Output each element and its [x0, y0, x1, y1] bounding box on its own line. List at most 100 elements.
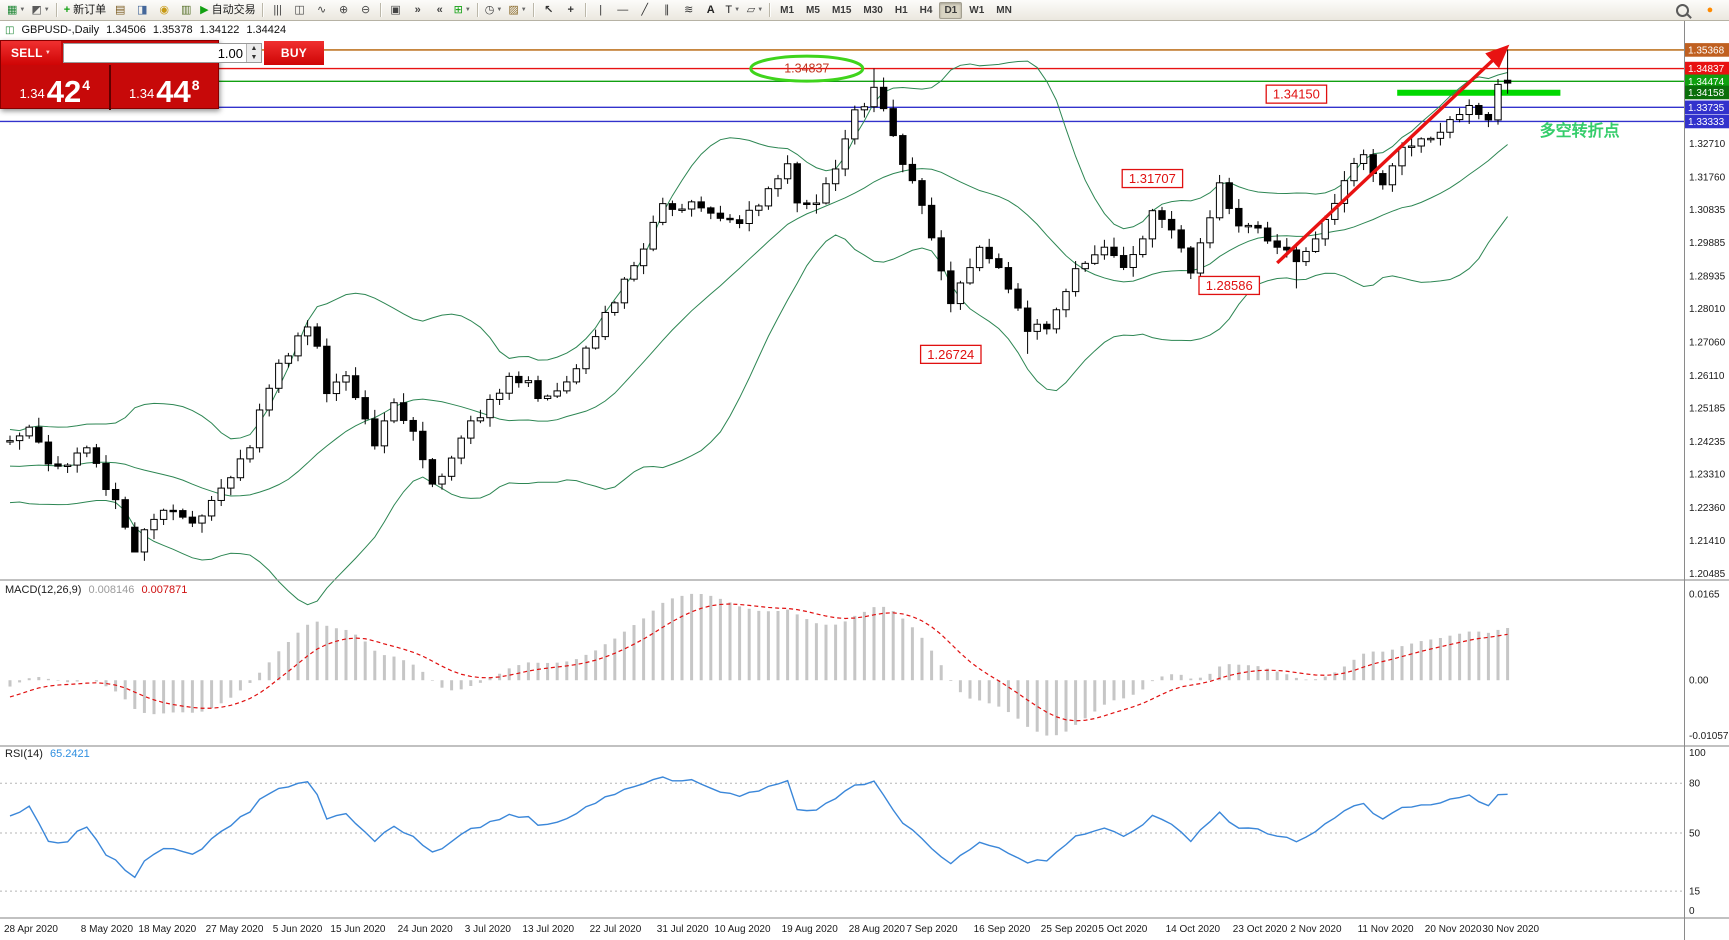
svg-text:28 Aug 2020: 28 Aug 2020: [849, 924, 906, 935]
zoom-out-button[interactable]: ⊖: [356, 2, 376, 19]
price-label-box[interactable]: [1121, 168, 1184, 189]
svg-text:0.0165: 0.0165: [1689, 589, 1720, 600]
highlight-ellipse[interactable]: [749, 54, 865, 83]
auto-scroll-button[interactable]: »: [408, 2, 428, 19]
search-button[interactable]: [1672, 2, 1692, 19]
chart-profiles-button[interactable]: ◩ ▼: [29, 2, 51, 19]
notifications-icon: ●: [1706, 3, 1714, 16]
market-watch-button[interactable]: ▤: [110, 2, 130, 19]
line-chart-type-icon: ∿: [317, 3, 327, 16]
shapes-tool-button[interactable]: ▱ ▼: [745, 2, 765, 19]
timeframe-m1-button[interactable]: M1: [780, 4, 795, 16]
vertical-line-tool-button[interactable]: |: [591, 2, 611, 19]
svg-text:1.28935: 1.28935: [1689, 272, 1726, 283]
candlestick-chart-type-button[interactable]: ◫: [290, 2, 310, 19]
line-chart-type-button[interactable]: ∿: [312, 2, 332, 19]
buy-price-display[interactable]: 1.34 44 8: [111, 65, 219, 110]
horizontal-line-tool-button[interactable]: —: [613, 2, 633, 19]
svg-text:19 Aug 2020: 19 Aug 2020: [782, 924, 839, 935]
trendline-tool-button[interactable]: ╱: [635, 2, 655, 19]
volume-decrease-button[interactable]: ▼: [247, 53, 261, 62]
price-scale-labels[interactable]: 1.32710 1.31760 1.30835 1.29885 1.28935 1.280…: [1689, 139, 1726, 580]
price-label-box[interactable]: [1198, 275, 1261, 296]
timeframe-d1-button[interactable]: D1: [939, 1, 963, 19]
bollinger-middle-band: [9, 144, 1508, 497]
svg-text:3 Jul 2020: 3 Jul 2020: [465, 924, 512, 935]
terminal-button[interactable]: ▥: [176, 2, 196, 19]
svg-text:1.33735: 1.33735: [1688, 103, 1725, 114]
timeframe-m15-button[interactable]: M15: [831, 4, 852, 16]
time-axis-labels[interactable]: 28 Apr 2020 8 May 2020 18 May 2020 27 May 2…: [4, 924, 1540, 935]
turning-point-annotation[interactable]: 多空转折点: [1540, 121, 1620, 140]
sell-button[interactable]: SELL ▼: [1, 41, 61, 65]
buy-button[interactable]: BUY: [264, 41, 324, 65]
trend-arrow[interactable]: [1276, 44, 1510, 265]
horizontal-lines[interactable]: [0, 49, 1684, 123]
crosshair-tool-button[interactable]: +: [561, 2, 581, 19]
tile-windows-icon: ▣: [390, 3, 401, 16]
market-watch-icon: ▤: [114, 3, 126, 16]
periods-button[interactable]: ◷ ▼: [483, 2, 505, 19]
notifications-button[interactable]: ●: [1700, 2, 1720, 19]
chart-high-value: 1.35378: [152, 24, 193, 36]
cursor-tool-button[interactable]: ↖: [539, 2, 559, 19]
svg-text:16 Sep 2020: 16 Sep 2020: [974, 924, 1031, 935]
bar-chart-type-button[interactable]: |||: [268, 2, 288, 19]
price-label-box[interactable]: [1265, 84, 1328, 104]
svg-text:15 Jun 2020: 15 Jun 2020: [330, 924, 385, 935]
toolbar-separator: [55, 3, 58, 17]
price-label-box[interactable]: [919, 344, 982, 365]
sell-price-sup: 4: [82, 77, 91, 93]
svg-text:1.23310: 1.23310: [1689, 469, 1726, 480]
templates-icon: ▨: [508, 3, 519, 16]
toolbar-separator: [532, 3, 535, 17]
timeframe-mn-button[interactable]: MN: [996, 4, 1012, 16]
navigator-button[interactable]: ◉: [154, 2, 174, 19]
zoom-in-button[interactable]: ⊕: [334, 2, 354, 19]
buy-price-sup: 8: [191, 77, 200, 93]
timeframe-m30-button[interactable]: M30: [863, 4, 883, 16]
timeframe-h4-button[interactable]: H4: [919, 4, 933, 16]
sell-price-display[interactable]: 1.34 42 4: [1, 65, 109, 110]
timeframe-w1-button[interactable]: W1: [969, 4, 985, 16]
macd-name: MACD(12,26,9): [5, 584, 82, 596]
sell-price-big: 42: [46, 73, 82, 109]
text-tool-button[interactable]: A: [701, 2, 721, 19]
auto-trading-button[interactable]: ▶ 自动交易: [198, 2, 257, 19]
rsi-indicator-label: RSI(14) 65.2421: [5, 748, 90, 760]
svg-text:0: 0: [1689, 906, 1695, 917]
chart-profiles-icon: ◩: [31, 3, 42, 16]
timeframe-h1-button[interactable]: H1: [894, 4, 908, 16]
price-label-text: 1.28586: [1206, 278, 1253, 293]
caret-down-icon: ▼: [464, 7, 471, 13]
chart-annotations[interactable]: 1.34837 1.34150 1.31707 1.28586 1.26724 多空转折点: [749, 44, 1620, 365]
sell-button-label: SELL: [10, 46, 43, 60]
svg-text:1.24235: 1.24235: [1689, 437, 1726, 448]
svg-text:31 Jul 2020: 31 Jul 2020: [657, 924, 709, 935]
svg-text:15: 15: [1689, 887, 1701, 898]
volume-input[interactable]: [64, 44, 246, 62]
caret-down-icon: ▼: [19, 7, 26, 13]
channel-tool-button[interactable]: ∥: [657, 2, 677, 19]
data-window-button[interactable]: ◨: [132, 2, 152, 19]
chart-shift-button[interactable]: «: [430, 2, 450, 19]
tile-windows-button[interactable]: ▣: [386, 2, 406, 19]
zoom-in-icon: ⊕: [339, 3, 349, 16]
add-indicators-button[interactable]: ⊞ ▼: [452, 2, 473, 19]
new-order-button[interactable]: + 新订单: [62, 2, 108, 19]
rsi-scale-labels: 100 80 50 15 0: [1689, 748, 1706, 917]
one-click-trading-panel: SELL ▼ ▲ ▼ BUY 1.34 42 4 1.34: [0, 40, 324, 110]
templates-button[interactable]: ▨ ▼: [506, 2, 528, 19]
timeframe-m5-button[interactable]: M5: [806, 4, 820, 16]
volume-field: ▲ ▼: [63, 43, 262, 63]
new-chart-button[interactable]: ▦ ▼: [5, 2, 27, 19]
search-icon: [1675, 3, 1689, 17]
volume-increase-button[interactable]: ▲: [247, 44, 261, 53]
macd-signal-line: [9, 603, 1508, 722]
toolbar-separator: [379, 3, 382, 17]
fibonacci-tool-button[interactable]: ≋: [679, 2, 699, 19]
label-tool-button[interactable]: T ▼: [723, 2, 743, 19]
macd-main-value: 0.008146: [88, 584, 135, 596]
